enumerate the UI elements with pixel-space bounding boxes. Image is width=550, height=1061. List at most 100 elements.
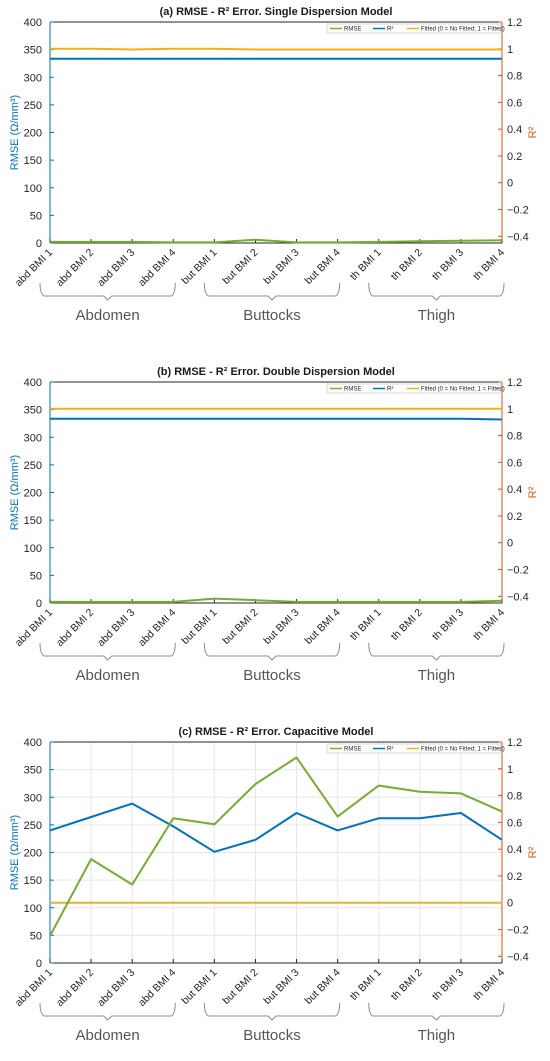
- category-label: abd BMI 1: [13, 607, 55, 649]
- left-tick-label: 50: [30, 210, 42, 222]
- left-tick-label: 50: [30, 570, 42, 582]
- left-axis-label: RMSE (Ω/mm³): [9, 455, 21, 530]
- legend-entry: Fitted (0 = No Fitted; 1 = Fitted): [421, 387, 505, 393]
- legend-entry: Fitted (0 = No Fitted; 1 = Fitted): [421, 747, 505, 753]
- category-label: but BMI 4: [302, 967, 342, 1007]
- category-label: th BMI 3: [430, 967, 466, 1003]
- category-label: but BMI 4: [302, 247, 342, 287]
- left-tick-label: 100: [24, 903, 42, 915]
- group-label: Thigh: [418, 1027, 456, 1044]
- legend-entry: RMSE: [344, 387, 361, 393]
- category-label: abd BMI 1: [13, 247, 55, 289]
- legend-entry: R²: [387, 387, 393, 393]
- group-brace: [368, 642, 505, 661]
- left-tick-label: 100: [24, 543, 42, 555]
- category-label: th BMI 4: [471, 607, 507, 643]
- category-label: abd BMI 2: [54, 967, 96, 1009]
- left-tick-label: 300: [24, 72, 42, 84]
- left-tick-label: 300: [24, 432, 42, 444]
- group-label: Abdomen: [76, 1027, 140, 1044]
- right-tick-label: 0.6: [507, 817, 522, 829]
- group-brace: [39, 282, 176, 301]
- left-tick-label: 150: [24, 875, 42, 887]
- legend-entry: RMSE: [344, 747, 361, 753]
- category-label: but BMI 4: [302, 607, 342, 647]
- group-brace: [203, 1002, 341, 1021]
- category-label: but BMI 3: [261, 247, 301, 287]
- category-label: th BMI 1: [348, 607, 384, 643]
- legend-entry: RMSE: [344, 27, 361, 33]
- category-label: abd BMI 4: [136, 607, 178, 649]
- series-line-r2: [50, 417, 503, 421]
- category-label: but BMI 3: [261, 607, 301, 647]
- left-tick-label: 0: [36, 238, 42, 250]
- right-tick-label: 0.8: [507, 431, 522, 443]
- left-tick-label: 0: [36, 958, 42, 970]
- series-line-fitted: [50, 47, 502, 51]
- left-tick-label: 100: [24, 183, 42, 195]
- left-tick-label: 250: [24, 820, 42, 832]
- chart-panel-2: (b) RMSE - R² Error. Double Dispersion M…: [9, 366, 539, 684]
- category-label: abd BMI 1: [13, 967, 55, 1009]
- right-tick-label: 0: [507, 898, 513, 910]
- category-label: th BMI 2: [389, 967, 425, 1003]
- right-tick-label: 0.2: [507, 151, 522, 163]
- series-line-rmse: [50, 597, 503, 603]
- right-tick-label: −0.4: [507, 591, 529, 603]
- grid-lines: [49, 741, 503, 964]
- left-axis-label: RMSE (Ω/mm³): [9, 815, 21, 890]
- category-label: but BMI 1: [179, 967, 219, 1007]
- right-tick-label: 1: [507, 44, 513, 56]
- group-brace: [39, 1002, 176, 1021]
- left-tick-label: 0: [36, 598, 42, 610]
- category-label: abd BMI 3: [95, 607, 137, 649]
- category-label: but BMI 2: [220, 967, 260, 1007]
- legend: RMSE R² Fitted (0 = No Fitted; 1 = Fitted): [326, 743, 505, 754]
- legend-entry: R²: [387, 27, 393, 33]
- chart-title: (c) RMSE - R² Error. Capacitive Model: [179, 726, 374, 738]
- right-tick-label: 0.6: [507, 97, 522, 109]
- right-tick-label: 1.2: [507, 17, 522, 29]
- category-label: th BMI 2: [389, 607, 425, 643]
- legend: RMSE R² Fitted (0 = No Fitted; 1 = Fitted): [326, 383, 505, 394]
- category-label: abd BMI 4: [136, 247, 178, 289]
- right-axis-label: R²: [527, 486, 539, 498]
- category-label: th BMI 3: [430, 607, 466, 643]
- group-label: Abdomen: [76, 667, 140, 684]
- right-tick-label: 0.6: [507, 457, 522, 469]
- category-label: but BMI 1: [179, 607, 219, 647]
- left-tick-label: 350: [24, 405, 42, 417]
- right-tick-label: 1.2: [507, 377, 522, 389]
- legend-entry: R²: [387, 747, 393, 753]
- group-brace: [203, 642, 341, 661]
- category-label: abd BMI 2: [54, 607, 96, 649]
- left-tick-label: 200: [24, 848, 42, 860]
- right-tick-label: 0.4: [507, 124, 522, 136]
- left-tick-label: 200: [24, 128, 42, 140]
- category-label: th BMI 4: [471, 247, 507, 283]
- left-tick-label: 250: [24, 100, 42, 112]
- group-label: Thigh: [418, 307, 456, 324]
- chart-panel-3: (c) RMSE - R² Error. Capacitive Model 0 50…: [9, 726, 539, 1044]
- right-tick-label: 0: [507, 178, 513, 190]
- left-tick-label: 400: [24, 17, 42, 29]
- category-label: abd BMI 3: [95, 967, 137, 1009]
- group-brace: [368, 282, 505, 301]
- group-label: Buttocks: [243, 667, 301, 684]
- legend-entry: Fitted (0 = No Fitted; 1 = Fitted): [421, 27, 505, 33]
- series-line-rmse: [50, 238, 503, 244]
- legend: RMSE R² Fitted (0 = No Fitted; 1 = Fitted): [326, 23, 505, 34]
- right-tick-label: −0.2: [507, 925, 529, 937]
- left-tick-label: 50: [30, 930, 42, 942]
- right-tick-label: 1: [507, 404, 513, 416]
- category-label: abd BMI 2: [54, 247, 96, 289]
- category-label: th BMI 2: [389, 247, 425, 283]
- category-label: but BMI 1: [179, 247, 219, 287]
- chart-title: (a) RMSE - R² Error. Single Dispersion M…: [160, 6, 393, 18]
- right-tick-label: 0.8: [507, 71, 522, 83]
- category-label: but BMI 2: [220, 607, 260, 647]
- group-brace: [368, 1002, 505, 1021]
- category-label: abd BMI 3: [95, 247, 137, 289]
- category-label: th BMI 1: [348, 247, 384, 283]
- right-tick-label: 0.2: [507, 871, 522, 883]
